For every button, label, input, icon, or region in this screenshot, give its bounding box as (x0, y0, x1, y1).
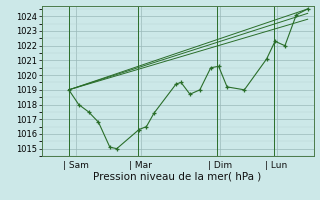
X-axis label: Pression niveau de la mer( hPa ): Pression niveau de la mer( hPa ) (93, 171, 262, 181)
